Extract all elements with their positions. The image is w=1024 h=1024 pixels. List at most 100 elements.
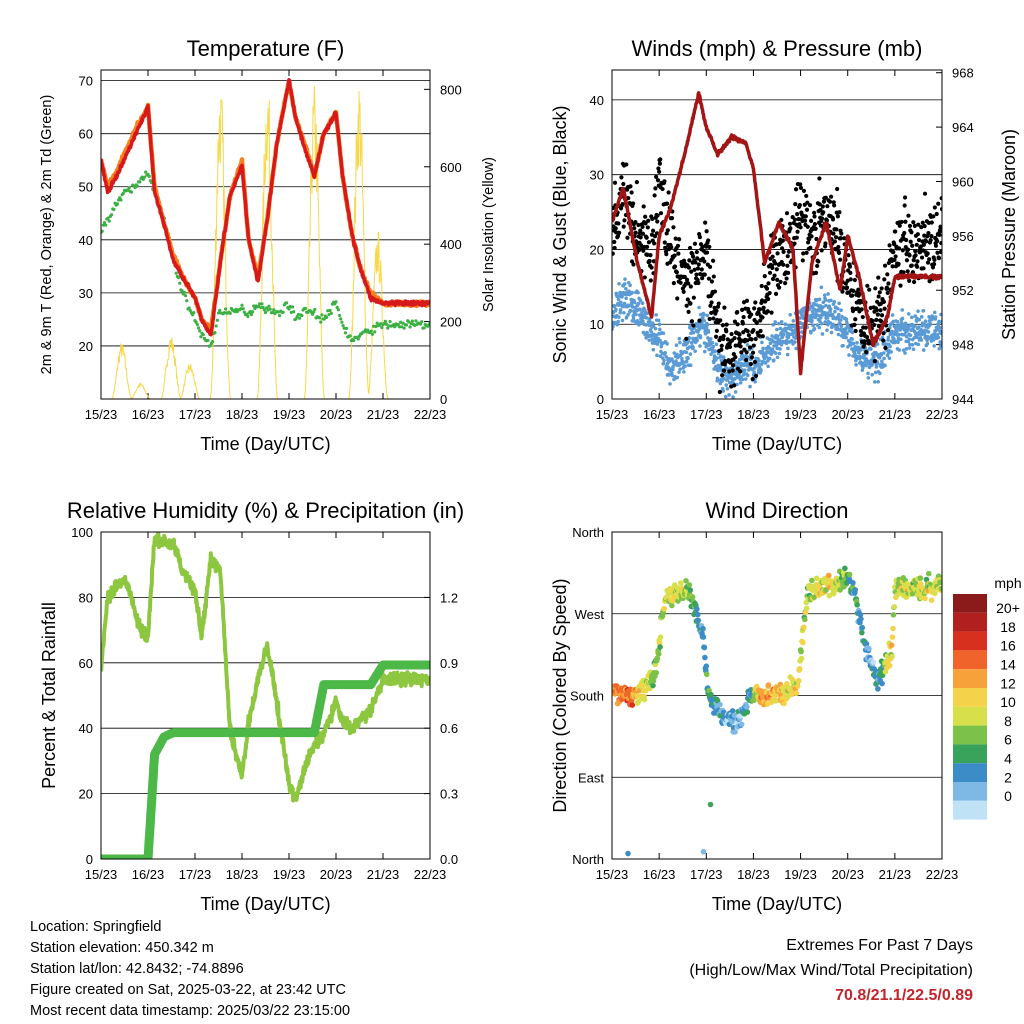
gust-point (774, 267, 779, 272)
y-axis-label: Percent & Total Rainfall (39, 602, 59, 789)
gust-point (645, 252, 650, 258)
direction-point (886, 662, 893, 669)
gust-point (820, 204, 825, 209)
gust-point (836, 244, 841, 250)
dewpoint-point (341, 323, 345, 328)
gust-point (764, 286, 770, 291)
dewpoint-point (272, 308, 276, 312)
wind-point (895, 319, 900, 324)
wind-point (855, 341, 859, 345)
x-axis-label: Time (Day/UTC) (712, 894, 842, 914)
wind-point (775, 355, 780, 360)
gust-point (784, 276, 789, 281)
dewpoint-point (337, 313, 342, 318)
dewpoint-point (198, 329, 202, 333)
gust-point (722, 305, 727, 310)
wind-point (893, 339, 897, 344)
gust-point (770, 265, 775, 270)
dewpoint-point (133, 185, 137, 190)
gust-point (706, 276, 712, 281)
direction-point (625, 850, 631, 857)
wind-point (712, 360, 716, 365)
gust-point (631, 262, 636, 267)
y-tick-label: 40 (590, 93, 604, 108)
dewpoint-point (192, 310, 196, 315)
wind-point (640, 316, 645, 320)
y2-tick-label: 956 (952, 229, 974, 244)
wind-point (773, 351, 778, 355)
gust-point (631, 201, 636, 206)
dewpoint-point (300, 314, 304, 318)
wind-point (799, 330, 804, 334)
dewpoint-point (101, 229, 104, 233)
direction-point (863, 641, 870, 647)
wind-point (788, 312, 792, 317)
series-2m-temperature (101, 78, 430, 337)
wind-point (932, 332, 937, 336)
gust-point (617, 230, 622, 235)
wind-point (622, 301, 627, 306)
wind-point (725, 386, 730, 391)
wind-point (675, 375, 680, 380)
wind-point (612, 324, 615, 329)
wind-point (833, 309, 837, 314)
x-tick-label: 21/23 (879, 407, 912, 422)
colorbar-swatch (953, 650, 987, 670)
gust-point (819, 216, 825, 221)
dewpoint-point (104, 223, 108, 227)
wind-point (620, 294, 624, 298)
gust-point (781, 249, 786, 254)
gust-point (735, 310, 740, 315)
gust-point (847, 264, 853, 269)
x-tick-label: 21/23 (367, 867, 400, 882)
gust-point (643, 214, 648, 219)
wind-point (876, 380, 880, 384)
gust-point (844, 285, 850, 290)
wind-point (898, 328, 903, 332)
gust-point (737, 332, 742, 337)
wind-point (670, 357, 674, 361)
wind-point (910, 342, 915, 347)
gust-point (724, 329, 729, 334)
dewpoint-point (258, 302, 262, 306)
wind-point (624, 286, 628, 291)
gust-point (629, 190, 634, 195)
gust-point (914, 242, 919, 247)
gust-point (836, 250, 842, 255)
gust-point (816, 259, 821, 264)
dewpoint-point (112, 207, 116, 212)
wind-point (672, 351, 677, 355)
dewpoint-point (292, 310, 296, 314)
wind-point (770, 334, 774, 338)
wind-point (872, 355, 876, 359)
gust-point (620, 201, 625, 207)
wind-point (678, 367, 682, 371)
gust-point (780, 238, 785, 243)
wind-point (648, 319, 652, 324)
wind-point (618, 308, 623, 312)
wind-point (620, 304, 625, 309)
y-tick-label: 100 (71, 525, 93, 540)
gust-point (862, 341, 867, 346)
wind-point (638, 307, 642, 312)
dewpoint-point (393, 325, 397, 329)
x-tick-label: 22/23 (926, 407, 959, 422)
wind-point (761, 346, 765, 351)
colorbar-label: 20+ (996, 600, 1020, 616)
wind-point (938, 344, 942, 348)
wind-point (844, 335, 849, 340)
gust-point (925, 260, 931, 265)
wind-point (786, 346, 790, 351)
gust-point (678, 280, 683, 285)
gust-point (785, 254, 790, 259)
gust-point (713, 334, 719, 339)
gust-point (783, 281, 788, 286)
dewpoint-point (313, 307, 317, 312)
dewpoint-point (187, 306, 191, 310)
direction-point (701, 644, 708, 651)
gust-point (664, 201, 670, 206)
dewpoint-point (268, 307, 272, 311)
gust-point (645, 225, 650, 230)
y-tick-label: 30 (79, 286, 93, 301)
gust-point (794, 235, 799, 240)
